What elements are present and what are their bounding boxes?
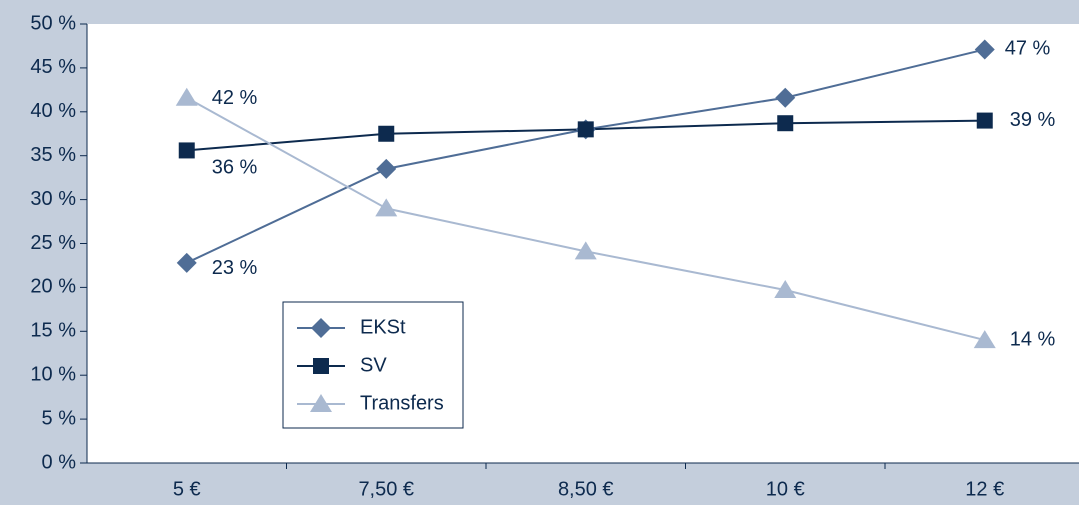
y-tick-label: 20 %	[30, 276, 76, 298]
legend-label: SV	[360, 354, 387, 376]
y-tick-label: 0 %	[42, 451, 77, 473]
x-tick-label: 8,50 €	[558, 478, 614, 500]
x-tick-label: 5 €	[173, 478, 201, 500]
y-tick-label: 40 %	[30, 100, 76, 122]
x-tick-label: 12 €	[965, 478, 1004, 500]
data-label: 39 %	[1010, 109, 1056, 131]
marker	[974, 39, 995, 60]
y-tick-label: 5 %	[42, 407, 77, 429]
x-tick-label: 7,50 €	[358, 478, 414, 500]
y-tick-label: 25 %	[30, 232, 76, 254]
y-tick-label: 45 %	[30, 56, 76, 78]
y-tick-label: 30 %	[30, 188, 76, 210]
marker	[375, 198, 398, 217]
data-label: 14 %	[1010, 328, 1056, 350]
y-tick-label: 50 %	[30, 12, 76, 34]
y-tick-label: 15 %	[30, 320, 76, 342]
data-label: 23 %	[212, 257, 258, 279]
y-tick-label: 35 %	[30, 144, 76, 166]
data-label: 36 %	[212, 157, 258, 179]
plot-area	[87, 24, 1079, 463]
y-tick-label: 10 %	[30, 363, 76, 385]
marker	[176, 252, 197, 273]
x-tick-label: 10 €	[766, 478, 805, 500]
marker	[777, 115, 794, 132]
data-label: 42 %	[212, 87, 258, 109]
marker	[574, 241, 597, 260]
marker	[774, 280, 797, 299]
marker	[178, 142, 195, 159]
legend-label: Transfers	[360, 392, 444, 414]
legend-label: EKSt	[360, 316, 406, 338]
marker	[376, 158, 397, 179]
marker	[311, 318, 331, 338]
marker	[175, 87, 198, 106]
marker	[313, 358, 329, 374]
marker	[577, 121, 594, 138]
data-label: 47 %	[1005, 38, 1051, 60]
marker	[976, 112, 993, 129]
marker	[973, 330, 996, 349]
marker	[775, 87, 796, 108]
marker	[378, 125, 395, 142]
marker	[310, 394, 332, 412]
